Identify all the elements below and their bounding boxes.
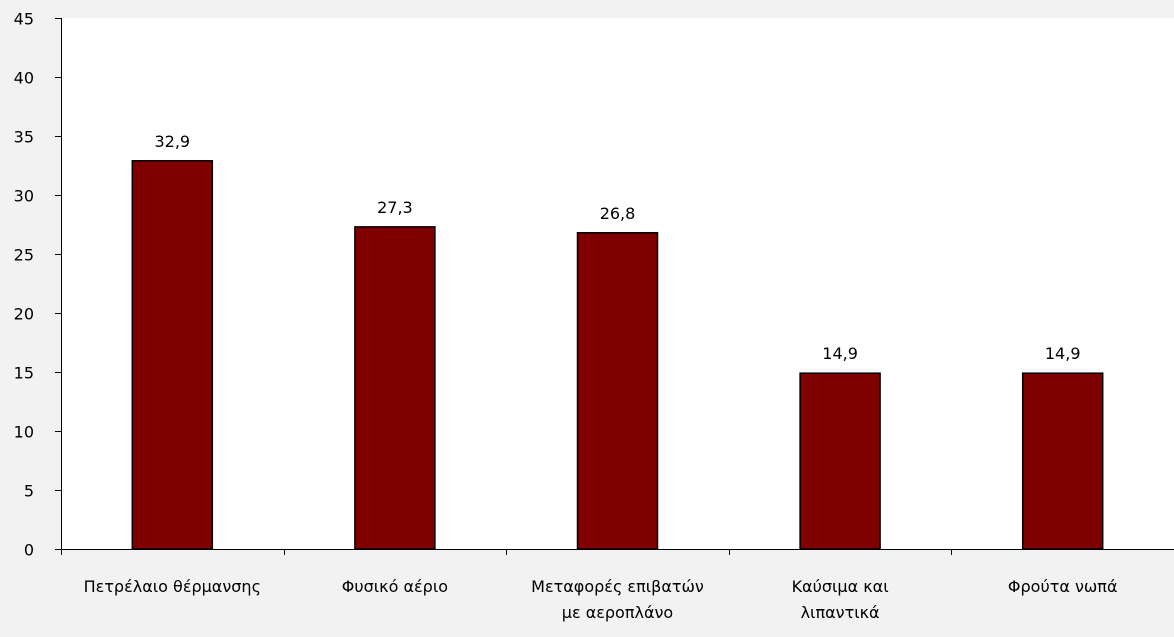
y-tick-label: 30 [14,187,34,206]
x-category-label: Καύσιμα και λιπαντικά [792,577,889,622]
y-tick-label: 35 [14,128,34,147]
bar [354,226,436,550]
y-tick-label: 15 [14,364,34,383]
y-tick-label: 25 [14,246,34,265]
data-label: 14,9 [1045,344,1081,363]
x-category-label: Μεταφορές επιβατών με αεροπλάνο [531,577,704,622]
y-tick-label: 20 [14,305,34,324]
y-tick-label: 5 [24,482,34,501]
y-tick-label: 45 [14,10,34,29]
x-category-label-line: Μεταφορές επιβατών [531,577,704,596]
bar [799,372,881,550]
bar [1021,372,1104,550]
x-category-label: Πετρέλαιο θέρμανσης [84,577,261,596]
data-label: 26,8 [600,204,636,223]
data-label: 27,3 [377,198,413,217]
x-category-label-line: Πετρέλαιο θέρμανσης [84,577,261,596]
data-label: 32,9 [154,132,190,151]
y-tick-label: 40 [14,69,34,88]
x-category-label-line: Φυσικό αέριο [342,577,448,596]
x-category-label-line: λιπαντικά [801,603,880,622]
x-category-label: Φρούτα νωπά [1008,577,1118,596]
x-category-label-line: με αεροπλάνο [562,603,673,622]
data-label: 14,9 [822,344,858,363]
x-category-label: Φυσικό αέριο [342,577,448,596]
y-tick-label: 0 [24,541,34,560]
x-category-label-line: Καύσιμα και [792,577,889,596]
bar [576,232,659,550]
bar [131,160,214,550]
x-category-label-line: Φρούτα νωπά [1008,577,1118,596]
y-tick-label: 10 [14,423,34,442]
